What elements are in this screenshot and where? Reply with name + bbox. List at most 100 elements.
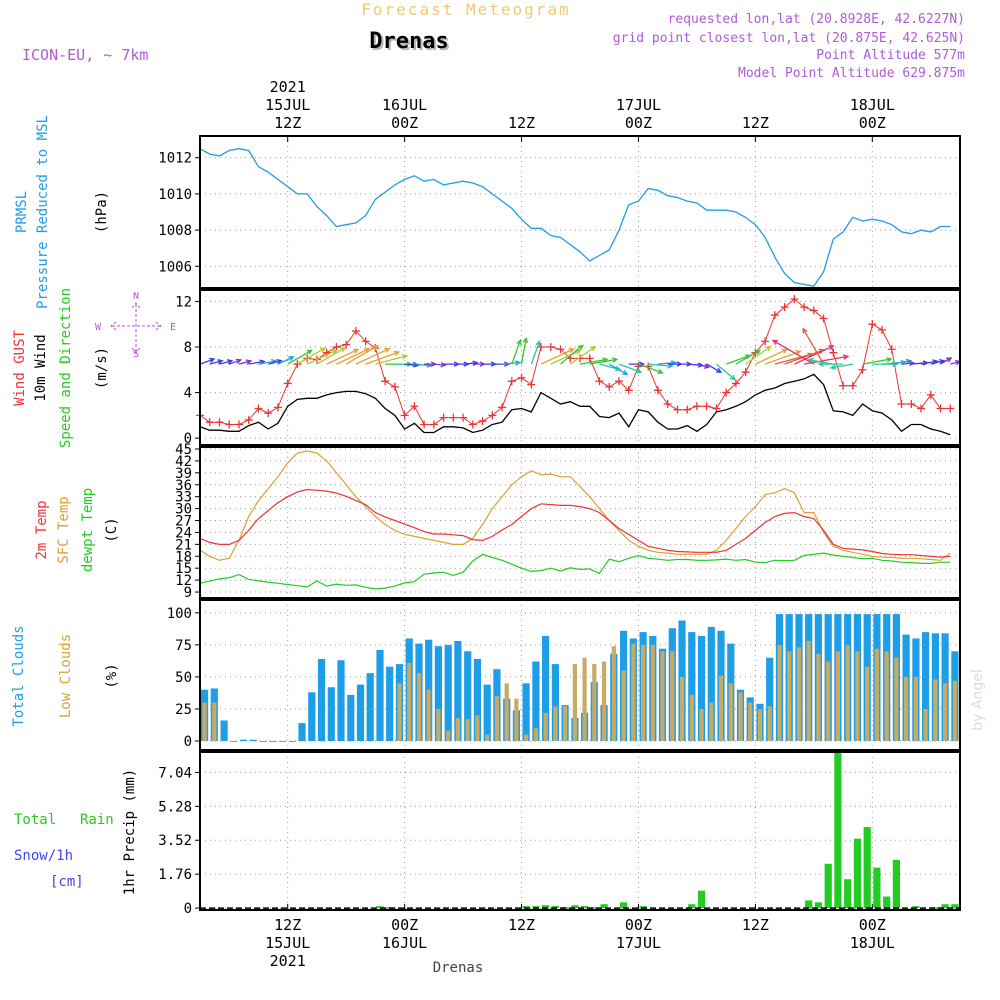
rain-bar: [863, 827, 871, 908]
wind-direction-arrow: [771, 339, 815, 365]
gust-marker: [254, 404, 263, 413]
total-cloud-bar: [464, 651, 472, 741]
gust-marker: [410, 402, 419, 411]
temp-2m-line: [199, 488, 951, 558]
low-cloud-bar: [952, 680, 957, 742]
rain-bar: [912, 906, 920, 908]
low-cloud-bar: [436, 709, 441, 742]
temperature-y-tick-label: 21: [175, 537, 192, 553]
wind-direction-arrow: [829, 363, 853, 370]
time-label-bottom: 00Z: [859, 916, 886, 934]
total-cloud-bar: [356, 684, 365, 741]
time-label-bottom: 2021: [270, 952, 306, 970]
gust-marker: [381, 377, 390, 386]
wind-direction-arrow: [228, 358, 243, 365]
gust-marker: [351, 327, 360, 336]
clouds-panel-frame: [199, 599, 961, 751]
temperature-y-tick-label: 15: [175, 561, 192, 577]
wind-direction-arrow: [530, 339, 541, 365]
gust-marker: [585, 354, 594, 363]
time-label-bottom: 00Z: [391, 916, 418, 934]
total-cloud-bar: [317, 659, 326, 742]
gust-marker: [595, 377, 604, 386]
gust-marker: [683, 405, 692, 414]
clouds-y-tick-label: 0: [184, 734, 192, 750]
pressure-line: [199, 148, 951, 287]
requested-coords: requested lon,lat (20.8928E, 42.6227N): [668, 12, 965, 27]
gust-marker: [605, 382, 614, 391]
gust-marker: [936, 404, 945, 413]
low-cloud-bar: [504, 683, 509, 741]
gust-marker: [897, 399, 906, 408]
gust-marker: [478, 417, 487, 426]
wind-direction-arrow: [930, 358, 946, 365]
total-cloud-bar: [230, 741, 238, 742]
wind-direction-arrow: [287, 349, 313, 365]
total-cloud-bar: [766, 657, 774, 741]
low-cloud-bar: [650, 644, 655, 742]
low-cloud-bar: [582, 657, 587, 741]
sfc-temp-line: [199, 450, 951, 561]
temperature-y-tick-label: 18: [175, 549, 192, 565]
wind-compass: N S W E: [95, 291, 176, 360]
temperature-panel-frame: [199, 446, 961, 599]
temp-2m-label: 2m Temp: [34, 500, 50, 559]
low-cloud-bar: [494, 696, 499, 742]
wind-direction-arrow: [696, 363, 711, 369]
wind-direction-arrow: [891, 358, 913, 365]
gust-marker: [917, 404, 926, 413]
total-cloud-bar: [434, 646, 442, 742]
gust-marker: [829, 348, 838, 357]
low-cloud-bar: [748, 702, 753, 742]
wind-direction-arrow: [336, 348, 371, 365]
wind-speed-dir-label: Speed and Direction: [58, 288, 74, 448]
low-cloud-bar: [212, 702, 217, 742]
low-cloud-bar: [806, 641, 811, 741]
gust-marker: [390, 382, 399, 391]
time-label-top: 00Z: [625, 114, 652, 132]
total-cloud-bar: [532, 661, 540, 741]
wind-direction-arrow: [520, 336, 529, 365]
time-label-bottom: 16JUL: [382, 934, 427, 952]
wind-direction-arrow: [238, 359, 253, 365]
total-cloud-bar: [473, 659, 481, 742]
wind-direction-arrow: [502, 360, 522, 366]
gust-marker: [741, 368, 750, 377]
rain-bar: [581, 906, 589, 908]
low-cloud-bar: [553, 706, 558, 741]
rain-bar: [600, 904, 608, 909]
time-label-bottom: 00Z: [625, 916, 652, 934]
pressure-y-tick-label: 1012: [158, 151, 192, 167]
low-cloud-bar: [514, 698, 519, 741]
wind-y-tick-label: 8: [184, 340, 192, 356]
gust-marker: [614, 377, 623, 386]
time-label-top: 00Z: [859, 114, 886, 132]
low-cloud-bar: [826, 661, 831, 741]
temperature-y-tick-label: 30: [175, 502, 192, 518]
low-cloud-bar: [563, 706, 568, 741]
gust-marker: [653, 386, 662, 395]
temperature-y-tick-label: 24: [175, 525, 192, 541]
wind-direction-arrow: [569, 345, 597, 365]
wind-direction-arrow: [618, 363, 643, 374]
total-cloud-bar: [688, 632, 696, 742]
rain-bar: [873, 867, 881, 909]
time-label-bottom: 12Z: [508, 916, 535, 934]
wind-labels: Wind GUST 10m Wind Speed and Direction (…: [12, 288, 176, 448]
compass-e: E: [170, 322, 176, 333]
rain-bar: [853, 838, 861, 909]
wind-direction-arrow: [715, 363, 737, 381]
gust-marker: [468, 420, 477, 429]
gust-marker: [273, 403, 282, 412]
wind-direction-arrow: [745, 345, 772, 365]
total-cloud-bar: [376, 650, 384, 741]
low-cloud-bar: [455, 717, 460, 741]
total-cloud-bar: [444, 644, 452, 742]
low-cloud-bar: [738, 692, 743, 741]
rain-bar: [532, 906, 540, 908]
gust-marker: [361, 337, 370, 346]
gust-marker: [234, 420, 243, 429]
time-label-bottom: 18JUL: [850, 934, 895, 952]
wind-direction-arrow: [735, 349, 762, 365]
gust-marker: [712, 404, 721, 413]
